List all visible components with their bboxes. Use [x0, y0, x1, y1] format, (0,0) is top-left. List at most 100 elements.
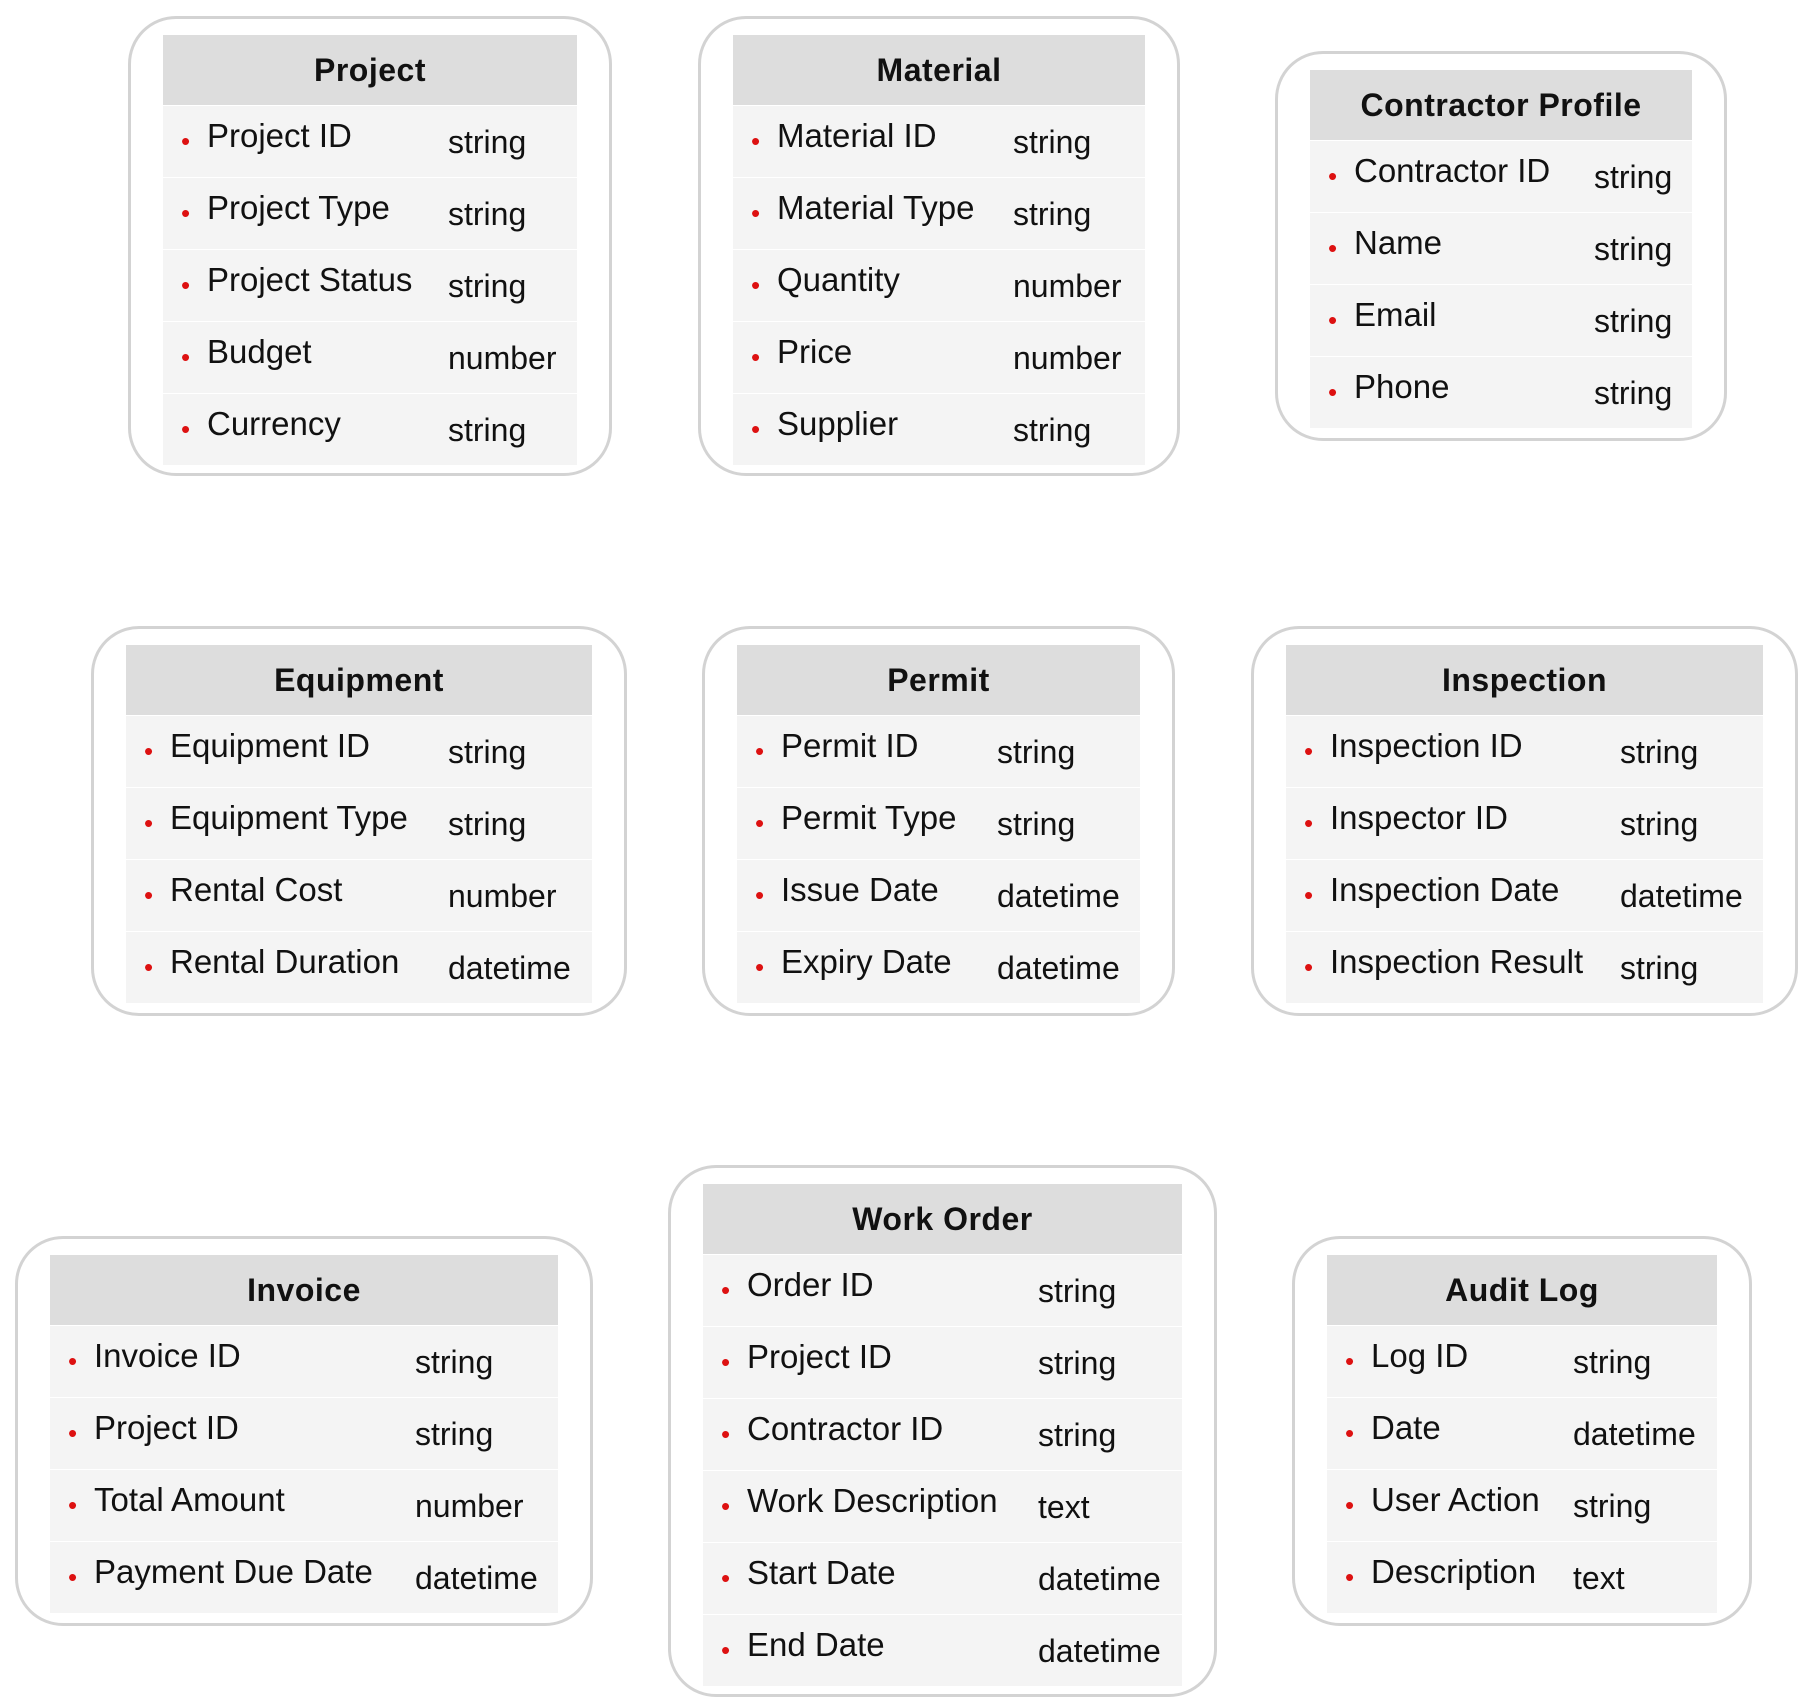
entity-audit-log: Audit Log • Log ID string • Date datetime • U… — [1292, 1236, 1752, 1626]
field-row: • Currency string — [163, 393, 577, 465]
field-name: Description — [1371, 1553, 1537, 1590]
bullet-icon: • — [721, 1419, 731, 1449]
field-type: datetime — [1620, 878, 1743, 914]
entity-table: Invoice • Invoice ID string • Project ID str… — [50, 1255, 558, 1613]
field-row: • Material Type string — [733, 177, 1145, 249]
entity-table: Contractor Profile • Contractor ID string … — [1310, 70, 1692, 428]
bullet-icon: • — [751, 198, 761, 228]
entity-title: Material — [733, 35, 1145, 105]
field-name: Supplier — [777, 405, 899, 442]
bullet-icon: • — [144, 880, 154, 910]
field-name: Rental Cost — [170, 871, 343, 908]
field-row: • Supplier string — [733, 393, 1145, 465]
field-name: Work Description — [747, 1482, 998, 1519]
field-name: Inspection Date — [1330, 871, 1560, 908]
entity-title: Permit — [737, 645, 1140, 715]
field-row: • Expiry Date datetime — [737, 931, 1140, 1003]
entity-table: Audit Log • Log ID string • Date datetime • U… — [1327, 1255, 1717, 1613]
field-name: Quantity — [777, 261, 900, 298]
bullet-icon: • — [1328, 377, 1338, 407]
field-name: Total Amount — [94, 1481, 285, 1518]
bullet-icon: • — [181, 414, 191, 444]
entity-title: Invoice — [50, 1255, 558, 1325]
field-name: Currency — [207, 405, 341, 442]
field-type: string — [1013, 196, 1092, 232]
bullet-icon: • — [144, 736, 154, 766]
field-name: Equipment ID — [170, 727, 370, 764]
field-name: Permit Type — [781, 799, 957, 836]
bullet-icon: • — [751, 414, 761, 444]
field-type: number — [1013, 340, 1122, 376]
field-type: number — [415, 1488, 524, 1524]
bullet-icon: • — [181, 126, 191, 156]
bullet-icon: • — [1345, 1490, 1355, 1520]
field-row: • Price number — [733, 321, 1145, 393]
field-row: • Rental Cost number — [126, 859, 592, 931]
field-type: text — [1573, 1560, 1625, 1596]
field-name: Price — [777, 333, 853, 370]
field-row: • Email string — [1310, 284, 1692, 356]
field-type: datetime — [1573, 1416, 1696, 1452]
field-type: string — [997, 734, 1076, 770]
field-row: • Project ID string — [703, 1326, 1182, 1398]
field-row: • Contractor ID string — [703, 1398, 1182, 1470]
field-row: • Project ID string — [50, 1397, 558, 1469]
field-name: Equipment Type — [170, 799, 408, 836]
bullet-icon: • — [144, 952, 154, 982]
field-type: string — [448, 268, 527, 304]
entity-title: Audit Log — [1327, 1255, 1717, 1325]
field-name: Permit ID — [781, 727, 919, 764]
field-name: Project ID — [94, 1409, 239, 1446]
entity-table: Equipment • Equipment ID string • Equipment… — [126, 645, 592, 1003]
field-type: string — [415, 1416, 494, 1452]
field-row: • Inspection Date datetime — [1286, 859, 1763, 931]
entity-table: Material • Material ID string • Material Ty… — [733, 35, 1145, 465]
field-name: User Action — [1371, 1481, 1540, 1518]
entity-permit: Permit • Permit ID string • Permit Type stri… — [702, 626, 1175, 1016]
field-type: string — [1013, 412, 1092, 448]
field-row: • Project ID string — [163, 105, 577, 177]
bullet-icon: • — [181, 270, 191, 300]
field-type: number — [448, 878, 557, 914]
field-row: • Inspection Result string — [1286, 931, 1763, 1003]
field-row: • Work Description text — [703, 1470, 1182, 1542]
field-type: string — [1573, 1488, 1652, 1524]
field-name: End Date — [747, 1626, 885, 1663]
field-row: • Rental Duration datetime — [126, 931, 592, 1003]
bullet-icon: • — [751, 270, 761, 300]
field-type: string — [1620, 806, 1699, 842]
field-row: • Description text — [1327, 1541, 1717, 1613]
field-type: string — [997, 806, 1076, 842]
field-type: string — [1620, 734, 1699, 770]
field-name: Rental Duration — [170, 943, 400, 980]
bullet-icon: • — [181, 198, 191, 228]
bullet-icon: • — [181, 342, 191, 372]
field-type: string — [1038, 1345, 1117, 1381]
field-name: Email — [1354, 296, 1437, 333]
field-type: datetime — [415, 1560, 538, 1596]
bullet-icon: • — [68, 1418, 78, 1448]
bullet-icon: • — [755, 808, 765, 838]
field-type: string — [1038, 1417, 1117, 1453]
entity-contractor-profile: Contractor Profile • Contractor ID string … — [1275, 51, 1727, 441]
field-name: Phone — [1354, 368, 1450, 405]
bullet-icon: • — [68, 1346, 78, 1376]
entity-invoice: Invoice • Invoice ID string • Project ID str… — [15, 1236, 593, 1626]
field-name: Contractor ID — [747, 1410, 944, 1447]
entity-table: Project • Project ID string • Project Type s… — [163, 35, 577, 465]
bullet-icon: • — [1328, 305, 1338, 335]
entity-title: Equipment — [126, 645, 592, 715]
field-type: string — [1594, 303, 1673, 339]
bullet-icon: • — [1304, 952, 1314, 982]
field-row: • Permit Type string — [737, 787, 1140, 859]
field-name: Invoice ID — [94, 1337, 241, 1374]
field-row: • Start Date datetime — [703, 1542, 1182, 1614]
field-name: Budget — [207, 333, 312, 370]
field-type: datetime — [997, 878, 1120, 914]
field-name: Inspection ID — [1330, 727, 1523, 764]
bullet-icon: • — [751, 126, 761, 156]
field-row: • End Date datetime — [703, 1614, 1182, 1686]
bullet-icon: • — [1345, 1418, 1355, 1448]
field-name: Name — [1354, 224, 1443, 261]
entity-project: Project • Project ID string • Project Type s… — [128, 16, 612, 476]
